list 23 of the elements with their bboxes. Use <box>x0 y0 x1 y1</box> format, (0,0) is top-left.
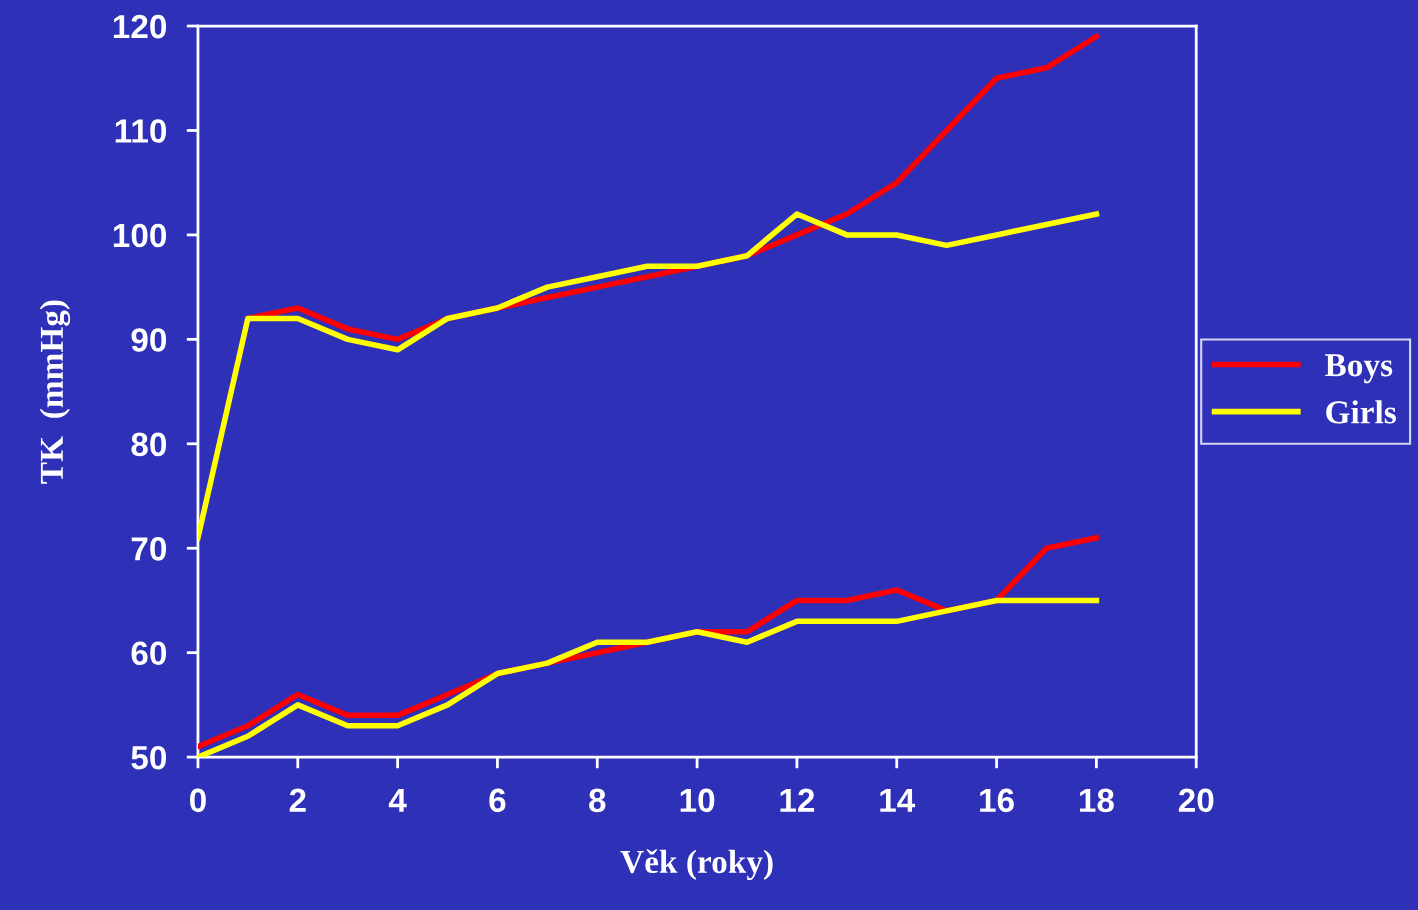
legend-label: Boys <box>1325 354 1393 384</box>
x-tick-label: 6 <box>489 788 506 813</box>
x-tick-label: 12 <box>780 788 815 812</box>
y-tick-label: 100 <box>113 223 167 248</box>
y-tick-label: 80 <box>131 432 167 457</box>
y-tick-label: 110 <box>115 119 167 143</box>
x-axis-title: Věk (roky) <box>620 849 773 880</box>
x-tick-label: 20 <box>1178 788 1214 813</box>
x-tick-label: 4 <box>388 788 407 812</box>
y-tick-label: 90 <box>131 328 167 352</box>
y-tick-label: 70 <box>131 537 167 561</box>
y-tick-label: 120 <box>113 14 167 39</box>
x-tick-label: 2 <box>289 788 306 812</box>
x-tick-label: 14 <box>880 788 916 812</box>
legend-label: Girls <box>1326 400 1396 424</box>
x-tick-label: 8 <box>589 788 606 813</box>
x-tick-label: 18 <box>1079 788 1114 813</box>
x-tick-label: 16 <box>980 788 1014 813</box>
y-tick-label: 60 <box>131 641 167 666</box>
y-axis-title: TK (mmHg) <box>39 300 71 484</box>
x-tick-label: 10 <box>680 788 715 813</box>
x-tick-label: 0 <box>190 788 206 813</box>
y-tick-label: 50 <box>131 745 167 770</box>
